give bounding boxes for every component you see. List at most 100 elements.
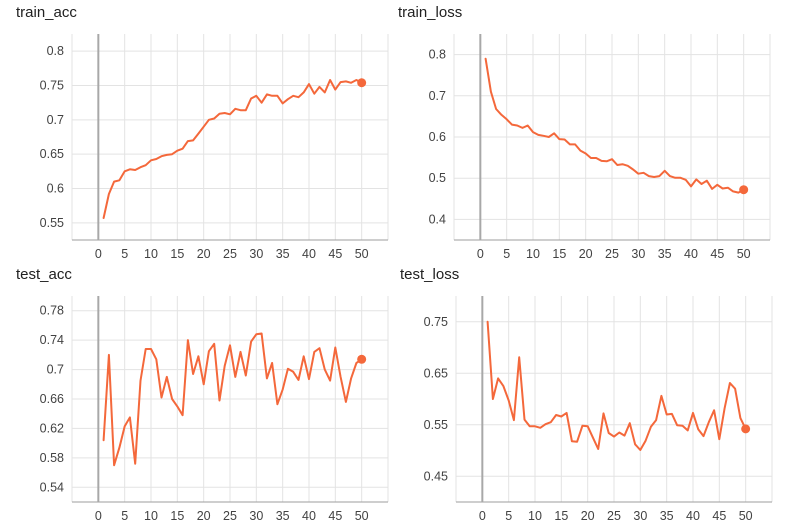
- data-point: [308, 378, 311, 381]
- y-tick-label: 0.65: [424, 366, 448, 380]
- data-point: [229, 113, 232, 116]
- chart-train-loss[interactable]: 0.4 0.5 0.6 0.7 0.8 0 5 10 15 20 25 30 35 40 45 50: [382, 0, 780, 265]
- data-point: [339, 375, 342, 378]
- data-point: [649, 425, 652, 428]
- data-point: [107, 353, 110, 356]
- data-point: [355, 79, 358, 82]
- y-tick-label: 0.78: [40, 304, 64, 318]
- y-tick-label: 0.55: [424, 418, 448, 432]
- data-point: [271, 94, 274, 97]
- data-point: [495, 107, 498, 110]
- data-point: [626, 164, 629, 167]
- data-point: [544, 423, 547, 426]
- data-point: [734, 387, 737, 390]
- chart-train-acc[interactable]: 0.55 0.6 0.65 0.7 0.75 0.8 0 5 10 15 20 25 30 35 40 45 5…: [0, 0, 398, 265]
- data-point: [271, 361, 274, 364]
- data-point: [653, 175, 656, 178]
- data-point: [723, 407, 726, 410]
- data-point: [292, 370, 295, 373]
- x-tick-label: 30: [633, 509, 647, 523]
- data-point: [255, 333, 258, 336]
- data-point: [292, 94, 295, 97]
- y-tick-label: 0.58: [40, 451, 64, 465]
- data-point: [276, 403, 279, 406]
- y-tick-label: 0.6: [47, 182, 64, 196]
- data-point: [486, 320, 489, 323]
- data-point: [663, 169, 666, 172]
- data-point: [144, 347, 147, 350]
- data-point: [721, 187, 724, 190]
- data-point: [150, 347, 153, 350]
- x-tick-label: 5: [121, 509, 128, 523]
- x-tick-label: 20: [581, 509, 595, 523]
- data-point: [613, 435, 616, 438]
- data-point: [681, 424, 684, 427]
- data-point: [584, 152, 587, 155]
- data-point: [500, 113, 503, 116]
- data-point: [660, 394, 663, 397]
- x-tick-label: 45: [328, 247, 342, 261]
- chart-title: train_loss: [398, 4, 463, 21]
- chart-test-loss[interactable]: 0.45 0.55 0.65 0.75 0 5 10 15 20 25 30 35 40 45 50: [384, 262, 782, 527]
- data-point: [690, 185, 693, 188]
- data-point: [634, 443, 637, 446]
- data-point: [528, 425, 531, 428]
- x-tick-label: 45: [328, 509, 342, 523]
- data-point: [526, 124, 529, 127]
- chart-test-acc[interactable]: 0.54 0.58 0.62 0.66 0.7 0.74 0.78 0 5 10 15 20 25 30 3…: [0, 262, 398, 527]
- data-point: [542, 134, 545, 137]
- x-tick-label: 40: [686, 509, 700, 523]
- data-point: [281, 388, 284, 391]
- x-tick-label: 50: [355, 509, 369, 523]
- x-tick-label: 50: [739, 509, 753, 523]
- series-line: [484, 57, 745, 194]
- data-point: [213, 117, 216, 120]
- y-tick-label: 0.6: [429, 130, 446, 144]
- data-point: [637, 172, 640, 175]
- chart-panel-test-loss: test_loss 0.45 0.55 0.65 0.75 0 5 10 15 20 25 30 35…: [384, 262, 782, 527]
- x-tick-label: 35: [276, 247, 290, 261]
- data-point: [107, 192, 110, 195]
- data-point: [702, 435, 705, 438]
- x-tick-label: 30: [249, 247, 263, 261]
- data-point: [202, 383, 205, 386]
- last-point-marker: [741, 424, 751, 434]
- chart-title: test_acc: [16, 266, 72, 283]
- data-point: [165, 153, 168, 156]
- x-tick-label: 35: [276, 509, 290, 523]
- data-point: [302, 91, 305, 94]
- data-point: [286, 367, 289, 370]
- last-point-marker: [357, 78, 367, 88]
- x-tick-label: 25: [223, 247, 237, 261]
- x-tick-label: 35: [658, 247, 672, 261]
- data-point: [313, 350, 316, 353]
- data-point: [218, 399, 221, 402]
- y-tick-label: 0.65: [40, 147, 64, 161]
- data-point: [176, 405, 179, 408]
- x-tick-label: 45: [712, 509, 726, 523]
- x-tick-label: 0: [95, 247, 102, 261]
- x-tick-label: 50: [737, 247, 751, 261]
- x-tick-label: 0: [477, 247, 484, 261]
- data-point: [732, 190, 735, 193]
- y-tick-label: 0.4: [429, 212, 446, 226]
- chart-panel-test-acc: test_acc 0.54 0.58 0.62 0.66 0.7 0.74 0.78 0 5 10…: [0, 262, 398, 527]
- data-point: [155, 157, 158, 160]
- data-point: [171, 153, 174, 156]
- data-point: [574, 143, 577, 146]
- data-point: [123, 425, 126, 428]
- x-tick-label: 15: [552, 247, 566, 261]
- data-point: [297, 378, 300, 381]
- data-point: [579, 149, 582, 152]
- data-point: [507, 399, 510, 402]
- x-tick-label: 5: [121, 247, 128, 261]
- data-point: [118, 446, 121, 449]
- data-point: [144, 164, 147, 167]
- x-tick-label: 25: [605, 247, 619, 261]
- data-point: [555, 413, 558, 416]
- y-tick-label: 0.62: [40, 421, 64, 435]
- data-point: [560, 415, 563, 418]
- data-point: [553, 132, 556, 135]
- data-point: [286, 98, 289, 101]
- y-tick-label: 0.75: [424, 315, 448, 329]
